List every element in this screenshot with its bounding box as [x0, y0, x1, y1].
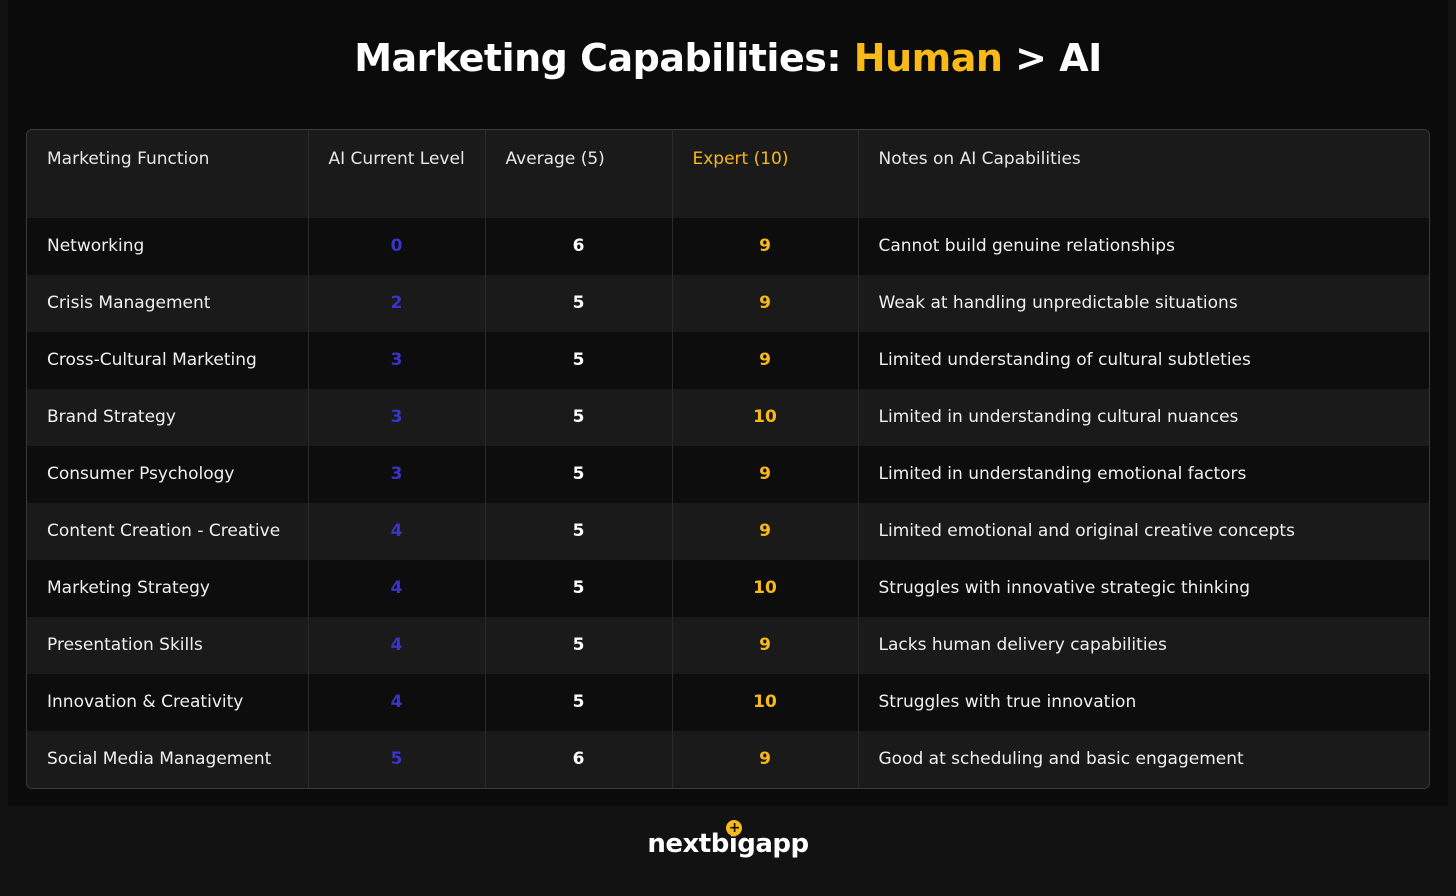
cell-expert: 9 — [671, 332, 858, 389]
header-expert: Expert (10) — [671, 130, 858, 218]
cell-average: 5 — [484, 275, 672, 332]
cell-notes: Limited understanding of cultural subtle… — [857, 332, 1429, 389]
cell-average: 5 — [484, 560, 672, 617]
cell-notes: Lacks human delivery capabilities — [857, 617, 1429, 674]
cell-average: 5 — [484, 332, 672, 389]
cell-expert: 10 — [671, 674, 858, 731]
cell-ai-level: 2 — [307, 275, 485, 332]
cell-function: Crisis Management — [47, 293, 211, 313]
cell-average: 5 — [484, 674, 672, 731]
nextbigapp-logo: nextbigapp + — [0, 820, 1456, 866]
cell-function: Marketing Strategy — [47, 578, 210, 598]
cell-function: Cross-Cultural Marketing — [47, 350, 257, 370]
cell-function: Networking — [47, 236, 145, 256]
table-row: Brand Strategy 3 5 10 Limited in understandi… — [27, 389, 1429, 446]
title-highlight: Human — [853, 36, 1003, 80]
logo-text-bold: bigapp — [710, 829, 809, 859]
cell-notes: Limited in understanding emotional facto… — [857, 446, 1429, 503]
capabilities-table: Marketing Function AI Current Level Aver… — [26, 129, 1430, 789]
header-ai-current-level: AI Current Level — [307, 130, 485, 218]
cell-notes: Limited in understanding cultural nuance… — [857, 389, 1429, 446]
cell-notes: Good at scheduling and basic engagement — [857, 731, 1429, 788]
table-row: Cross-Cultural Marketing 3 5 9 Limited under… — [27, 332, 1429, 389]
cell-ai-level: 4 — [307, 674, 485, 731]
cell-average: 6 — [484, 218, 672, 275]
cell-function: Content Creation - Creative — [47, 521, 281, 541]
cell-notes: Limited emotional and original creative … — [857, 503, 1429, 560]
table-row: Presentation Skills 4 5 9 Lacks human delive… — [27, 617, 1429, 674]
cell-ai-level: 5 — [307, 731, 485, 788]
cell-expert: 9 — [671, 617, 858, 674]
cell-function: Brand Strategy — [47, 407, 176, 427]
cell-ai-level: 3 — [307, 389, 485, 446]
cell-notes: Struggles with true innovation — [857, 674, 1429, 731]
table-row: Content Creation - Creative 4 5 9 Limited em… — [27, 503, 1429, 560]
plus-circle-icon: + — [726, 820, 743, 836]
table-row: Innovation & Creativity 4 5 10 Struggles wit… — [27, 674, 1429, 731]
title-suffix: > AI — [1002, 36, 1102, 80]
cell-ai-level: 4 — [307, 560, 485, 617]
cell-expert: 10 — [671, 560, 858, 617]
header-average: Average (5) — [484, 130, 672, 218]
cell-function: Innovation & Creativity — [47, 692, 244, 712]
cell-expert: 9 — [671, 731, 858, 788]
table-row: Crisis Management 2 5 9 Weak at handling unp… — [27, 275, 1429, 332]
cell-expert: 9 — [671, 218, 858, 275]
cell-expert: 9 — [671, 275, 858, 332]
cell-notes: Weak at handling unpredictable situation… — [857, 275, 1429, 332]
cell-function: Presentation Skills — [47, 635, 203, 655]
cell-notes: Struggles with innovative strategic thin… — [857, 560, 1429, 617]
cell-ai-level: 3 — [307, 446, 485, 503]
cell-expert: 9 — [671, 446, 858, 503]
cell-average: 5 — [484, 617, 672, 674]
table-row: Marketing Strategy 4 5 10 Struggles with inn… — [27, 560, 1429, 617]
cell-function: Social Media Management — [47, 749, 272, 769]
header-notes: Notes on AI Capabilities — [857, 130, 1429, 218]
table-row: Consumer Psychology 3 5 9 Limited in underst… — [27, 446, 1429, 503]
table-row: Social Media Management 5 6 9 Good at schedu… — [27, 731, 1429, 788]
table-body: Networking 0 6 9 Cannot build genuine relati… — [27, 218, 1429, 788]
cell-ai-level: 0 — [307, 218, 485, 275]
title-prefix: Marketing Capabilities: — [354, 36, 854, 80]
cell-ai-level: 4 — [307, 503, 485, 560]
cell-notes: Cannot build genuine relationships — [857, 218, 1429, 275]
cell-average: 5 — [484, 446, 672, 503]
header-marketing-function: Marketing Function — [47, 149, 210, 169]
page-title: Marketing Capabilities: Human > AI — [0, 30, 1456, 86]
cell-average: 5 — [484, 389, 672, 446]
logo-text-light: next — [647, 829, 711, 859]
cell-ai-level: 4 — [307, 617, 485, 674]
cell-function: Consumer Psychology — [47, 464, 235, 484]
cell-average: 6 — [484, 731, 672, 788]
cell-average: 5 — [484, 503, 672, 560]
table-row: Networking 0 6 9 Cannot build genuine relati… — [27, 218, 1429, 275]
table-header-row: Marketing Function AI Current Level Aver… — [27, 130, 1429, 218]
cell-ai-level: 3 — [307, 332, 485, 389]
cell-expert: 10 — [671, 389, 858, 446]
cell-expert: 9 — [671, 503, 858, 560]
